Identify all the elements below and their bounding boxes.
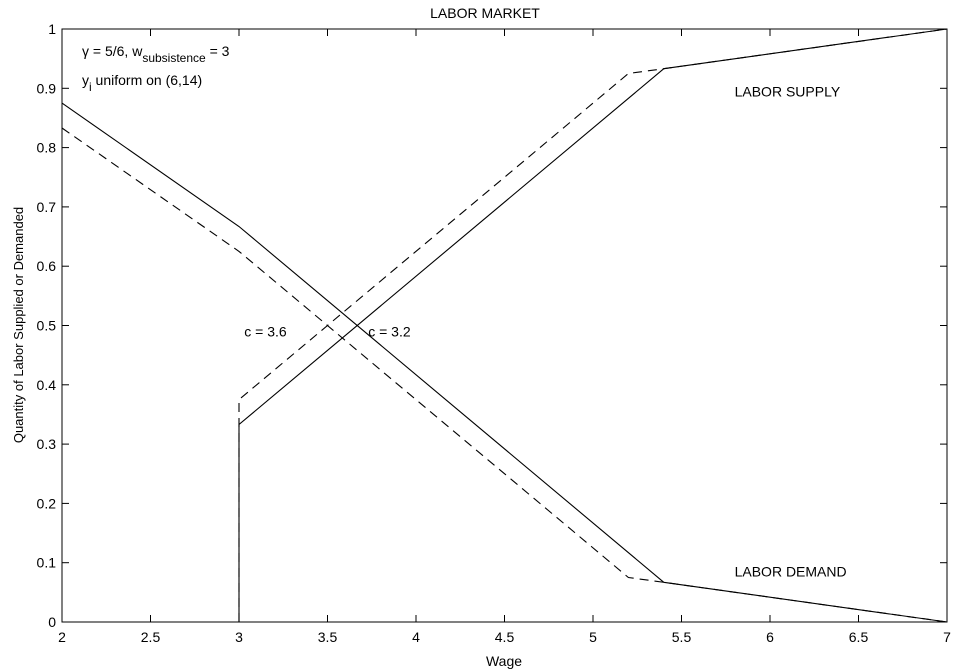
annotation-label: LABOR DEMAND — [735, 564, 847, 580]
x-tick-label: 5.5 — [672, 629, 692, 645]
x-tick-label: 4 — [412, 629, 420, 645]
info-line-2-suffix: uniform on (6,14) — [92, 72, 203, 88]
info-line-2: yi uniform on (6,14) — [82, 72, 202, 94]
info-line-1: γ = 5/6, wsubsistence = 3 — [82, 43, 230, 65]
info-line-1-subscript: subsistence — [142, 51, 206, 65]
y-axis: 0 0.1 0.2 0.3 0.4 0.5 0.6 0.7 0.8 0.9 1 — [37, 21, 947, 630]
x-tick-label: 2.5 — [141, 629, 161, 645]
y-tick-label: 0.7 — [37, 199, 57, 215]
y-tick-label: 0.4 — [37, 377, 57, 393]
series-line-0-solid — [61, 102, 948, 623]
x-tick-label: 5 — [589, 629, 597, 645]
y-tick-label: 0.8 — [37, 140, 57, 156]
x-axis-label: Wage — [486, 653, 522, 669]
y-tick-label: 0.1 — [37, 555, 57, 571]
x-tick-label: 6.5 — [849, 629, 869, 645]
y-tick-label: 0.9 — [37, 80, 57, 96]
y-tick-label: 0.2 — [37, 495, 57, 511]
series-line-1-dashed — [61, 127, 948, 623]
x-tick-label: 2 — [58, 629, 66, 645]
plot-area — [61, 28, 948, 623]
series-layer — [61, 28, 948, 623]
info-line-1-prefix: γ = 5/6, w — [82, 43, 143, 59]
chart-title: LABOR MARKET — [430, 5, 540, 21]
x-tick-label: 3 — [235, 629, 243, 645]
annotation-label: c = 3.2 — [368, 323, 411, 339]
annotation-layer: LABOR SUPPLY LABOR DEMAND c = 3.6 c = 3.2 — [244, 83, 846, 579]
info-line-2-subscript: i — [89, 80, 92, 94]
annotation-label: c = 3.6 — [244, 323, 287, 339]
x-tick-label: 4.5 — [495, 629, 515, 645]
y-tick-label: 0.6 — [37, 258, 57, 274]
y-tick-label: 1 — [48, 21, 56, 37]
x-tick-label: 6 — [766, 629, 774, 645]
info-line-1-suffix: = 3 — [206, 43, 230, 59]
x-tick-label: 7 — [943, 629, 951, 645]
y-axis-label: Quantity of Labor Supplied or Demanded — [11, 207, 26, 443]
y-tick-label: 0 — [48, 614, 56, 630]
series-line-2-solid — [238, 28, 948, 622]
series-line-3-dashed — [238, 28, 948, 622]
info-line-2-prefix: y — [82, 72, 89, 88]
x-tick-label: 3.5 — [318, 629, 338, 645]
y-tick-label: 0.3 — [37, 436, 57, 452]
x-axis: 2 2.5 3 3.5 4 4.5 5 5.5 6 6.5 7 — [58, 29, 951, 645]
y-tick-label: 0.5 — [37, 318, 57, 334]
annotation-label: LABOR SUPPLY — [735, 83, 841, 99]
